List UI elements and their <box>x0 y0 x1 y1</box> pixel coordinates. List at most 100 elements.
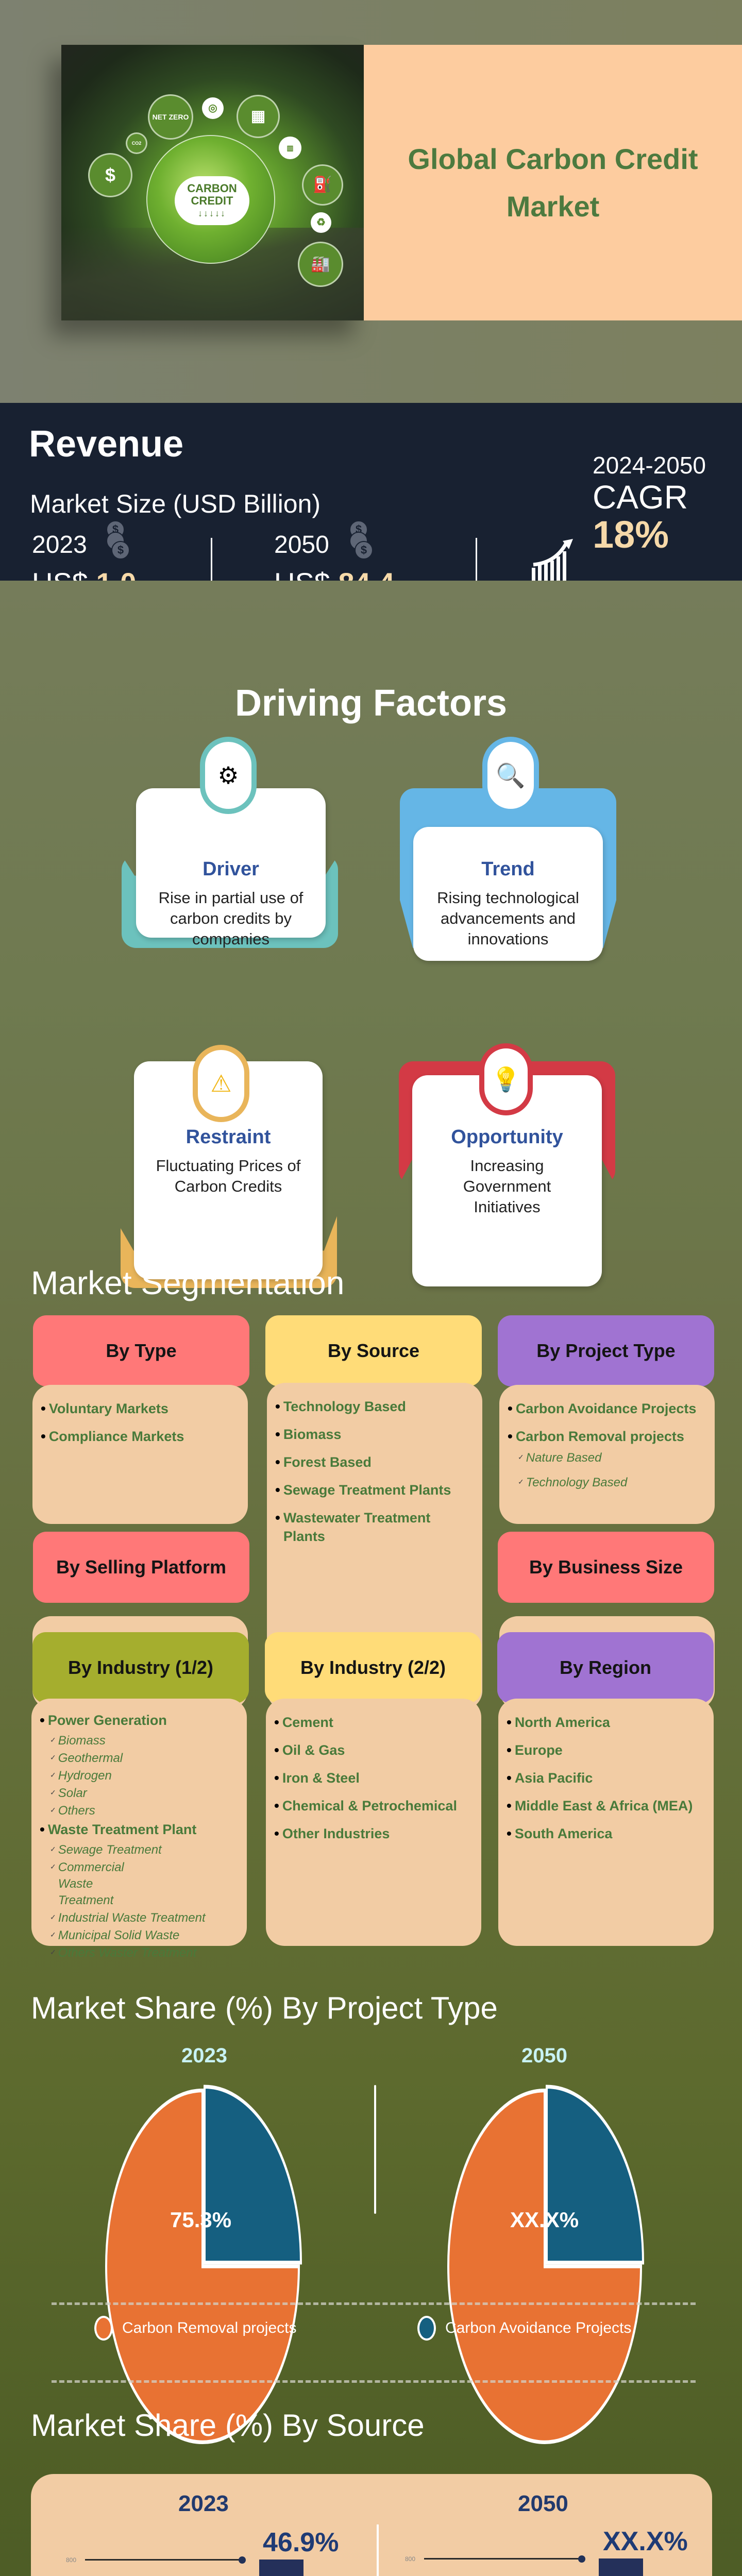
list-item: • Sewage Treatment Plants <box>275 1482 451 1498</box>
segment-list-project-type: • Carbon Avoidance Projects • Carbon Remov… <box>499 1385 715 1524</box>
sub-item: ✓ Technology Based <box>518 1475 706 1491</box>
bar-highlight-2023: 46.9% <box>263 2528 339 2557</box>
list-item: • South America <box>507 1825 613 1841</box>
segment-list-region: • North America • Europe • Asia Pacific • Mi… <box>498 1699 714 1946</box>
card-title: Trend <box>481 858 535 880</box>
pie-chart-2050 <box>447 2084 645 2445</box>
bar-year-2050: 2050 <box>518 2491 568 2516</box>
dashed-divider <box>52 2302 696 2305</box>
warning-icon: ⚠ <box>193 1045 249 1122</box>
divider <box>211 538 212 584</box>
revenue-subtitle: Market Size (USD Billion) <box>30 489 321 518</box>
segment-header-source: By Source <box>265 1315 482 1386</box>
trend-card: Trend Rising technological advancements … <box>400 732 616 961</box>
list-item: • Compliance Markets <box>41 1428 184 1444</box>
segment-list-industry-2: • Cement • Oil & Gas • Iron & Steel • Chemic… <box>266 1699 481 1946</box>
list-item: • Iron & Steel <box>274 1770 360 1786</box>
pie-label-2023: 75.3% <box>170 2208 232 2232</box>
coins-icon: $ $ <box>106 520 130 562</box>
fuel-station-icon: ⛽ <box>302 164 343 206</box>
list-item: • Cement <box>274 1714 333 1730</box>
sub-item: ✓ Others Waster Treatment <box>50 1946 197 1960</box>
bar-technology <box>599 2558 643 2576</box>
target-icon: ◎ <box>202 97 224 119</box>
bar-divider <box>377 2524 379 2576</box>
legend-swatch <box>417 2316 436 2341</box>
hero-image: CARBON CREDIT ↓↓↓↓↓ NET ZERO CO2 $ ◎ ▦ ▥… <box>61 45 364 320</box>
bar-year-2023: 2023 <box>178 2491 229 2516</box>
list-item: • Europe <box>507 1742 563 1758</box>
pie-divider <box>374 2085 376 2214</box>
sub-item: ✓ Nature Based <box>518 1450 706 1466</box>
sub-item: ✓ Geothermal <box>50 1751 123 1765</box>
list-item: • Power Generation <box>40 1712 167 1728</box>
legend-carbon-avoidance: Carbon Avoidance Projects <box>417 2316 631 2341</box>
growth-chart-icon <box>532 539 573 587</box>
sub-item: ✓ Biomass <box>50 1734 106 1748</box>
list-item: • Technology Based <box>275 1398 406 1414</box>
search-trend-icon: 🔍 <box>482 737 539 814</box>
list-item: • Carbon Avoidance Projects <box>508 1400 697 1416</box>
cagr-label: CAGR <box>593 479 688 516</box>
pie-year-2050: 2050 <box>521 2044 567 2067</box>
sub-item: ✓ Industrial Waste Treatment <box>50 1911 206 1925</box>
driver-card: Driver Rise in partial use of carbon cre… <box>122 732 338 948</box>
segment-header-industry-2: By Industry (2/2) <box>265 1632 481 1703</box>
list-item: • North America <box>507 1714 610 1730</box>
list-item: • Forest Based <box>275 1454 372 1470</box>
segment-header-business-size: By Business Size <box>498 1532 714 1603</box>
list-item: • Middle East & Africa (MEA) <box>507 1798 693 1814</box>
list-item: • Other Industries <box>274 1825 390 1841</box>
source-share-title: Market Share (%) By Source <box>31 2408 425 2443</box>
list-item: • Asia Pacific <box>507 1770 593 1786</box>
segmentation-title: Market Segmentation <box>31 1264 345 1301</box>
bar-highlight-2050: XX.X% <box>603 2527 688 2556</box>
list-item: • Biomass <box>275 1426 342 1442</box>
carbon-credit-cloud-icon: CARBON CREDIT ↓↓↓↓↓ <box>175 176 249 225</box>
gear-arrows-icon: ⚙ <box>200 737 257 814</box>
card-text: Rising technological advancements and in… <box>437 889 579 948</box>
dashed-divider <box>52 2380 696 2383</box>
net-zero-icon: NET ZERO <box>148 94 193 140</box>
list-item: • Wastewater Treatment Plants <box>275 1510 431 1544</box>
segment-list-type: • Voluntary Markets • Compliance Markets <box>32 1385 248 1524</box>
sub-item: ✓ Hydrogen <box>50 1769 112 1783</box>
down-arrows-icon: ↓↓↓↓↓ <box>198 208 226 218</box>
bar-technology <box>259 2560 303 2576</box>
list-item: • Oil & Gas <box>274 1742 345 1758</box>
card-text: Fluctuating Prices of Carbon Credits <box>156 1157 301 1195</box>
pie-year-2023: 2023 <box>181 2044 227 2067</box>
card-title: Opportunity <box>451 1126 563 1148</box>
coins-icon: $ $ <box>349 520 373 562</box>
page-title: Global Carbon Credit Market <box>408 142 698 223</box>
opportunity-card: Opportunity Increasing Government Initia… <box>399 1043 615 1286</box>
sub-item: ✓ Solar <box>50 1786 87 1800</box>
solar-panel-icon: ▦ <box>237 95 280 138</box>
sub-item: ✓ Commercial Waste Treatment <box>50 1860 124 1907</box>
list-item: • Carbon Removal projects <box>508 1428 684 1444</box>
restraint-card: Restraint Fluctuating Prices of Carbon C… <box>121 1045 337 1288</box>
pie-chart-2023 <box>105 2084 302 2445</box>
list-item: • Voluntary Markets <box>41 1400 168 1416</box>
sub-item: ✓ Sewage Treatment <box>50 1843 162 1857</box>
legend-carbon-removal: Carbon Removal projects <box>94 2316 296 2341</box>
sub-item: ✓ Others <box>50 1804 95 1818</box>
project-type-share-title: Market Share (%) By Project Type <box>31 1991 498 2025</box>
dollar-cycle-icon: $ <box>88 153 132 197</box>
revenue-year: 2023 <box>32 531 87 558</box>
revenue-title: Revenue <box>29 423 184 465</box>
segment-header-selling-platform: By Selling Platform <box>33 1532 249 1603</box>
segment-header-region: By Region <box>497 1632 714 1703</box>
list-item: • Waste Treatment Plant <box>40 1821 197 1837</box>
sub-item: ✓ Municipal Solid Waste <box>50 1928 180 1942</box>
recycle-icon: ♻ <box>311 212 331 233</box>
hero-title-panel: Global Carbon Credit Market <box>364 45 742 320</box>
card-title: Restraint <box>185 1126 271 1148</box>
factory-icon: 🏭 <box>298 242 343 287</box>
co2-cloud-icon: CO2 <box>126 132 147 154</box>
check-icon: ✓ <box>518 1453 524 1461</box>
moss-globe-graphic <box>146 135 275 264</box>
revenue-year: 2050 <box>274 531 329 558</box>
segment-header-project-type: By Project Type <box>498 1315 714 1386</box>
card-title: Driver <box>203 858 259 880</box>
